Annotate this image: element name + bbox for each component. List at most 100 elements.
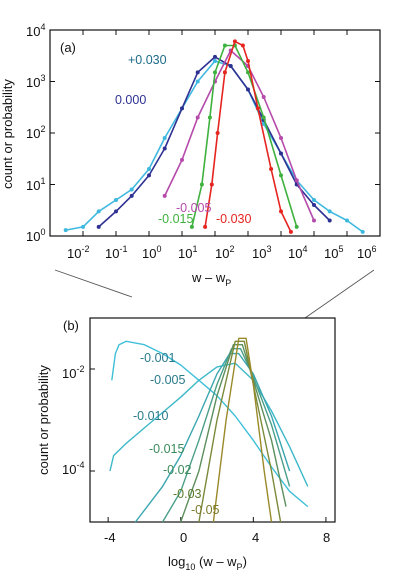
panel-a-label: (a): [60, 40, 76, 55]
b-series-line-2: [134, 352, 291, 523]
a-series-0-point-6: [162, 136, 167, 140]
a-series-0-point-3: [114, 198, 118, 202]
a-series-3-point-6: [246, 70, 250, 75]
a-series-1-point-1: [114, 209, 118, 214]
b-series-line-5: [198, 340, 282, 523]
a-series-0-point-16: [327, 209, 332, 214]
a-series-4-point-2: [215, 131, 220, 135]
panel-b-x-tick-marks: [107, 517, 327, 522]
a-series-1-point-5: [180, 106, 184, 111]
panel-a-y-tick-marks: [50, 29, 380, 237]
a-xtick-label-3: 101: [178, 244, 197, 261]
a-series-3-point-1: [199, 182, 204, 187]
panel-a-y-axis-label: count or probability: [0, 79, 15, 189]
connector-left: [54, 269, 133, 298]
curve-label-a-0: +0.030: [128, 53, 167, 67]
panel-b-plot-area: [89, 317, 336, 523]
a-xtick-label-2: 100: [142, 244, 161, 261]
a-series-3-point-3: [213, 70, 217, 75]
b-ytick-label-1: 10-4: [62, 460, 84, 477]
a-series-1-point-3: [147, 173, 151, 178]
a-series-line-4: [204, 40, 292, 233]
a-xtick-label-5: 103: [252, 244, 271, 261]
a-series-4-point-6: [246, 59, 250, 63]
a-series-3-point-4: [222, 43, 227, 48]
a-ytick-label-1: 101: [26, 176, 45, 193]
b-xtick-label-3: 8: [323, 530, 330, 545]
a-series-2-point-7: [279, 136, 283, 140]
a-ytick-label-2: 102: [26, 124, 45, 141]
curve-label-a-3: -0.015: [158, 212, 193, 226]
panel-a-series: [63, 39, 365, 234]
b-ytick-label-0: 10-2: [62, 364, 84, 381]
a-ytick-label-0: 100: [26, 227, 45, 244]
panel-a: (a) +0.030 0.000 -0.005 -0.015 -0.030 10…: [0, 22, 381, 288]
b-xtick-label-0: -4: [104, 530, 116, 545]
a-xtick-label-8: 106: [357, 244, 376, 261]
panel-a-x-axis-label: w – wP: [191, 270, 231, 288]
a-ytick-label-4: 104: [26, 22, 45, 39]
a-series-4-point-1: [209, 182, 214, 187]
a-series-0-point-5: [147, 167, 151, 171]
curve-label-b-6: -0.05: [191, 503, 220, 517]
a-series-4-point-7: [255, 106, 260, 111]
curve-label-a-4: -0.030: [216, 212, 251, 226]
a-series-2-point-0: [162, 193, 167, 198]
curve-label-b-0: -0.001: [140, 351, 175, 365]
curve-label-b-1: -0.005: [150, 373, 185, 387]
a-series-0-point-18: [360, 229, 365, 234]
a-series-2-point-9: [312, 218, 316, 223]
a-series-4-point-8: [269, 167, 274, 171]
curve-label-b-2: -0.010: [133, 409, 168, 423]
a-xtick-label-6: 104: [288, 244, 307, 261]
curve-label-a-2: -0.005: [176, 201, 211, 215]
panel-b-y-axis-label: count or probability: [36, 365, 51, 475]
a-xtick-label-0: 10-2: [67, 244, 89, 261]
a-series-2-point-2: [195, 115, 200, 120]
a-series-4-point-3: [222, 70, 227, 75]
a-xtick-label-7: 105: [324, 244, 343, 261]
curve-label-b-5: -0.03: [173, 487, 202, 501]
a-series-1-point-11: [279, 151, 283, 156]
a-series-0-point-8: [195, 79, 200, 84]
a-series-2-point-6: [261, 95, 266, 99]
a-series-1-point-8: [228, 64, 233, 68]
a-series-4-point-9: [279, 209, 283, 214]
a-series-1-point-7: [213, 54, 217, 59]
a-series-2-point-8: [294, 178, 299, 183]
a-series-1-point-0: [96, 224, 101, 229]
b-series-line-6: [212, 337, 273, 523]
a-series-3-point-8: [279, 173, 283, 178]
a-series-line-2: [163, 49, 315, 221]
b-xtick-label-1: 0: [180, 530, 187, 545]
a-ytick-label-3: 103: [26, 73, 45, 90]
panel-a-x-tick-labels: 10-2 10-1 100 101 102 103 104 105 106: [67, 244, 376, 261]
b-xtick-label-2: 4: [252, 530, 259, 545]
panel-a-x-tick-marks: [82, 30, 348, 236]
panel-b-y-tick-marks: [90, 368, 95, 472]
connector-right: [304, 269, 375, 319]
a-series-0-point-2: [96, 209, 101, 214]
curve-label-b-3: -0.015: [149, 442, 184, 456]
a-series-line-0: [65, 60, 364, 233]
panel-a-y-tick-labels: 100 101 102 103 104: [26, 22, 45, 244]
b-series-line-0: [111, 340, 309, 508]
curve-label-a-1: 0.000: [115, 93, 146, 107]
a-series-2-point-1: [180, 157, 184, 162]
a-series-0-point-4: [129, 187, 134, 192]
a-xtick-label-1: 10-1: [105, 244, 127, 261]
a-series-1-point-13: [312, 203, 316, 207]
a-series-3-point-9: [294, 224, 299, 229]
a-series-0-point-9: [213, 59, 217, 63]
a-series-1-point-14: [327, 218, 332, 223]
panel-connector-lines: [54, 269, 375, 319]
a-series-1-point-9: [246, 87, 250, 92]
a-series-0-point-15: [312, 198, 316, 202]
a-series-0-point-0: [63, 228, 68, 233]
a-series-1-point-6: [195, 70, 200, 75]
curve-label-b-4: -0.02: [163, 463, 192, 477]
a-xtick-label-4: 102: [215, 244, 234, 261]
a-series-4-point-10: [288, 229, 293, 234]
a-series-4-point-5: [240, 43, 245, 48]
